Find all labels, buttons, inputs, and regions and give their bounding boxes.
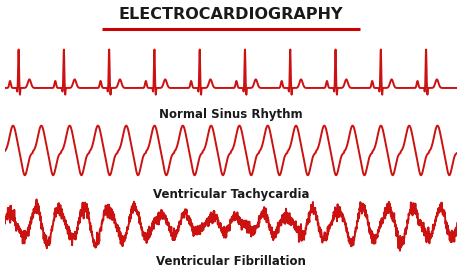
Text: Normal Sinus Rhythm: Normal Sinus Rhythm bbox=[159, 108, 303, 121]
Text: Ventricular Tachycardia: Ventricular Tachycardia bbox=[153, 188, 309, 200]
Text: ELECTROCARDIOGRAPHY: ELECTROCARDIOGRAPHY bbox=[119, 7, 343, 22]
Text: Ventricular Fibrillation: Ventricular Fibrillation bbox=[156, 255, 306, 268]
